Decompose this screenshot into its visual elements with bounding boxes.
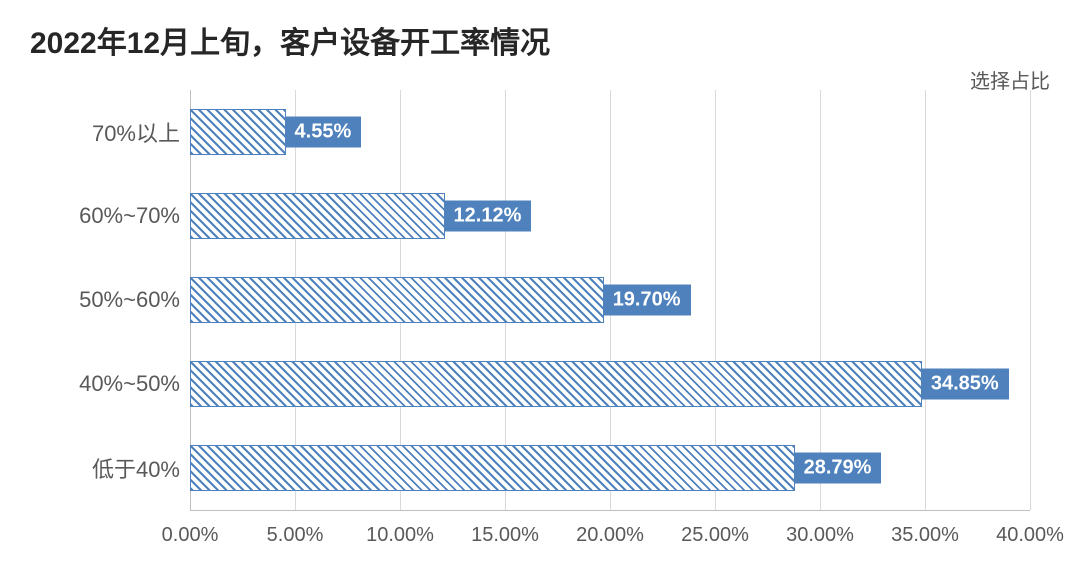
- x-tick-label: 15.00%: [471, 524, 539, 547]
- bar: 28.79%: [190, 445, 795, 491]
- bar-row: 60%~70%12.12%: [190, 193, 1030, 239]
- x-tick-label: 40.00%: [996, 524, 1064, 547]
- y-category-label: 60%~70%: [79, 203, 180, 229]
- x-tick-label: 20.00%: [576, 524, 644, 547]
- value-badge: 19.70%: [603, 285, 691, 316]
- value-badge: 12.12%: [444, 201, 532, 232]
- bar-fill: [191, 446, 794, 490]
- bar-row: 40%~50%34.85%: [190, 361, 1030, 407]
- grid-line: [1030, 90, 1031, 510]
- y-category-label: 低于40%: [92, 452, 180, 484]
- value-badge: 34.85%: [921, 369, 1009, 400]
- y-category-label: 70%以上: [92, 116, 180, 148]
- bar: 12.12%: [190, 193, 445, 239]
- bar-fill: [191, 278, 603, 322]
- x-tick-label: 0.00%: [162, 524, 219, 547]
- x-tick-label: 30.00%: [786, 524, 854, 547]
- bar-fill: [191, 110, 285, 154]
- plot-area: 0.00%5.00%10.00%15.00%20.00%25.00%30.00%…: [190, 90, 1030, 510]
- bar-row: 低于40%28.79%: [190, 445, 1030, 491]
- y-category-label: 40%~50%: [79, 371, 180, 397]
- bar: 34.85%: [190, 361, 922, 407]
- x-tick-label: 5.00%: [267, 524, 324, 547]
- bar: 19.70%: [190, 277, 604, 323]
- x-tick-label: 35.00%: [891, 524, 959, 547]
- x-axis-line: [190, 510, 1030, 511]
- bar-fill: [191, 194, 444, 238]
- x-tick-label: 10.00%: [366, 524, 434, 547]
- chart-title: 2022年12月上旬，客户设备开工率情况: [30, 18, 550, 62]
- y-category-label: 50%~60%: [79, 287, 180, 313]
- x-tick-label: 25.00%: [681, 524, 749, 547]
- bar-fill: [191, 362, 921, 406]
- bar-row: 70%以上4.55%: [190, 109, 1030, 155]
- value-badge: 28.79%: [794, 453, 882, 484]
- bar-row: 50%~60%19.70%: [190, 277, 1030, 323]
- value-badge: 4.55%: [285, 117, 362, 148]
- bar: 4.55%: [190, 109, 286, 155]
